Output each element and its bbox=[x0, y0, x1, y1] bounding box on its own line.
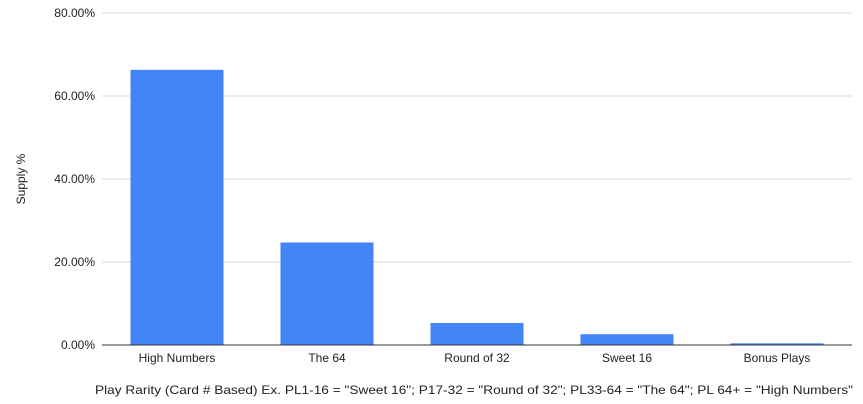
bar-the-64 bbox=[280, 242, 374, 345]
x-tick-label: Bonus Plays bbox=[744, 351, 811, 365]
x-axis-tick-labels: High Numbers The 64 Round of 32 Sweet 16 Bon… bbox=[139, 351, 811, 365]
x-tick-label: Round of 32 bbox=[444, 351, 510, 365]
x-tick-label: Sweet 16 bbox=[602, 351, 652, 365]
y-tick-label: 60.00% bbox=[54, 89, 95, 103]
x-axis-title: Play Rarity (Card # Based) Ex. PL1-16 = … bbox=[95, 383, 853, 397]
gridlines bbox=[102, 12, 852, 263]
y-axis-tick-labels: 0.00% 20.00% 40.00% 60.00% 80.00% bbox=[54, 6, 95, 352]
x-tick-label: High Numbers bbox=[139, 351, 216, 365]
y-tick-label: 20.00% bbox=[54, 255, 95, 269]
bars bbox=[130, 69, 824, 345]
bar-high-numbers bbox=[130, 69, 224, 345]
y-tick-label: 80.00% bbox=[54, 6, 95, 20]
y-tick-label: 0.00% bbox=[61, 338, 95, 352]
bar-round-of-32 bbox=[430, 323, 524, 345]
y-axis-title: Supply % bbox=[14, 153, 28, 204]
bar-bonus-plays bbox=[730, 343, 824, 345]
bar-sweet-16 bbox=[580, 334, 674, 345]
y-tick-label: 40.00% bbox=[54, 172, 95, 186]
x-tick-label: The 64 bbox=[308, 351, 346, 365]
